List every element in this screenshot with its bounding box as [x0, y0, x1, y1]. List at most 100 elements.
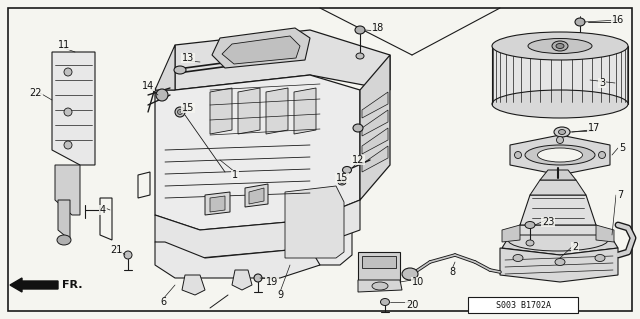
Ellipse shape — [492, 90, 628, 118]
Polygon shape — [492, 46, 628, 104]
Ellipse shape — [555, 258, 565, 265]
Ellipse shape — [356, 53, 364, 59]
Ellipse shape — [156, 89, 168, 101]
Ellipse shape — [515, 152, 522, 159]
Ellipse shape — [338, 179, 346, 185]
Ellipse shape — [174, 66, 186, 74]
Text: 17: 17 — [588, 123, 600, 133]
Text: 15: 15 — [336, 173, 348, 183]
Ellipse shape — [595, 255, 605, 262]
Polygon shape — [222, 36, 300, 64]
Ellipse shape — [556, 43, 564, 48]
Polygon shape — [500, 248, 618, 282]
FancyArrow shape — [10, 278, 58, 292]
Polygon shape — [362, 128, 388, 154]
Text: 18: 18 — [372, 23, 384, 33]
Ellipse shape — [175, 107, 185, 117]
Polygon shape — [510, 225, 610, 235]
Ellipse shape — [525, 221, 535, 228]
Ellipse shape — [528, 39, 592, 54]
Ellipse shape — [64, 108, 72, 116]
Ellipse shape — [340, 181, 344, 183]
Ellipse shape — [355, 26, 365, 34]
Ellipse shape — [492, 32, 628, 60]
Ellipse shape — [513, 255, 523, 262]
Ellipse shape — [554, 127, 570, 137]
Text: 19: 19 — [266, 277, 278, 287]
Text: 16: 16 — [612, 15, 624, 25]
Text: S003 B1702A: S003 B1702A — [495, 300, 550, 309]
Text: 13: 13 — [182, 53, 194, 63]
Polygon shape — [155, 242, 320, 278]
Polygon shape — [58, 200, 70, 240]
Text: 8: 8 — [449, 267, 455, 277]
Ellipse shape — [559, 130, 566, 135]
Text: 15: 15 — [182, 103, 194, 113]
Text: 20: 20 — [406, 300, 418, 310]
Polygon shape — [278, 178, 352, 265]
Polygon shape — [205, 192, 230, 215]
Ellipse shape — [342, 167, 351, 174]
Bar — [358, 252, 400, 282]
Ellipse shape — [557, 137, 563, 144]
Ellipse shape — [64, 68, 72, 76]
Polygon shape — [294, 88, 316, 134]
Polygon shape — [360, 55, 390, 200]
Polygon shape — [175, 30, 390, 90]
Ellipse shape — [254, 274, 262, 282]
Polygon shape — [232, 270, 252, 290]
Ellipse shape — [538, 148, 582, 162]
Ellipse shape — [552, 41, 568, 51]
Ellipse shape — [508, 229, 608, 251]
Polygon shape — [8, 8, 632, 311]
Polygon shape — [362, 92, 388, 118]
Polygon shape — [182, 275, 205, 295]
Ellipse shape — [525, 145, 595, 165]
Polygon shape — [155, 75, 360, 230]
Text: 23: 23 — [542, 217, 554, 227]
Text: 2: 2 — [572, 242, 578, 252]
Polygon shape — [510, 135, 610, 175]
Text: 12: 12 — [352, 155, 364, 165]
Ellipse shape — [575, 18, 585, 26]
Bar — [468, 297, 578, 313]
Polygon shape — [502, 225, 520, 242]
Text: 22: 22 — [29, 88, 42, 98]
Polygon shape — [502, 235, 618, 255]
Ellipse shape — [64, 141, 72, 149]
Text: FR.: FR. — [62, 280, 83, 290]
Text: 5: 5 — [619, 143, 625, 153]
Text: 4: 4 — [100, 205, 106, 215]
Polygon shape — [249, 188, 264, 204]
Ellipse shape — [124, 251, 132, 259]
Polygon shape — [238, 88, 260, 134]
Text: 9: 9 — [277, 290, 283, 300]
Ellipse shape — [598, 152, 605, 159]
Polygon shape — [358, 280, 402, 292]
Text: 11: 11 — [58, 40, 70, 50]
Polygon shape — [362, 110, 388, 136]
Ellipse shape — [576, 39, 584, 45]
Polygon shape — [155, 45, 175, 90]
Polygon shape — [540, 170, 576, 180]
Polygon shape — [210, 196, 225, 212]
Polygon shape — [55, 165, 80, 215]
Text: 21: 21 — [110, 245, 122, 255]
Text: 3: 3 — [599, 78, 605, 88]
Polygon shape — [210, 88, 232, 134]
Bar — [362, 256, 396, 268]
Polygon shape — [285, 186, 344, 258]
Ellipse shape — [372, 282, 388, 290]
Text: 6: 6 — [160, 297, 166, 307]
Polygon shape — [155, 200, 360, 258]
Ellipse shape — [353, 124, 363, 132]
Text: 7: 7 — [617, 190, 623, 200]
Text: 1: 1 — [232, 170, 238, 180]
Ellipse shape — [177, 109, 182, 115]
Polygon shape — [530, 180, 586, 195]
Text: 10: 10 — [412, 277, 424, 287]
Polygon shape — [362, 146, 388, 172]
Ellipse shape — [381, 299, 390, 306]
Ellipse shape — [526, 240, 534, 246]
Text: 14: 14 — [142, 81, 154, 91]
